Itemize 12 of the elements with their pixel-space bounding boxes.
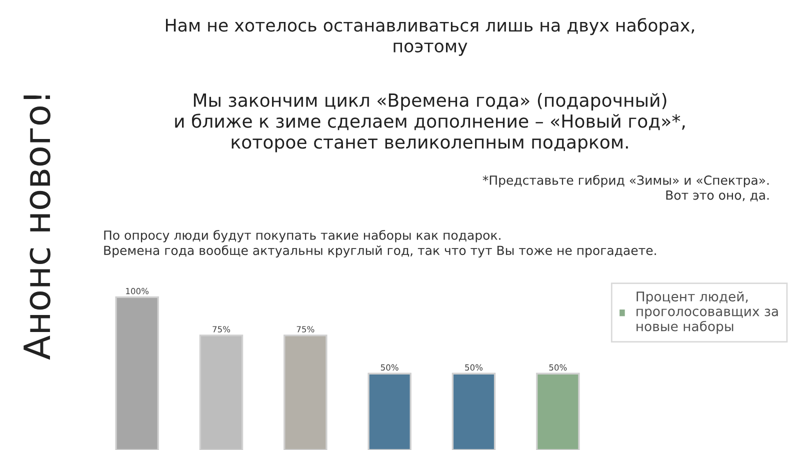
chart-title: Нам не хотелось останавливаться лишь на двух наборах, поэтому [166, 18, 694, 56]
data-label: 100% [126, 288, 149, 294]
text: *Представьте гибрид «Зимы» и «Спектра». Вот это оно, да. [482, 175, 769, 202]
text: Анонс нового! [24, 95, 50, 360]
chart-subtitle: Мы закончим цикл «Времена года» (подарочный) и ближе к зиме сделаем дополнение – «Новый год»*, которое станет великолепным подарком. [175, 93, 685, 152]
text: По опросу люди будут покупать такие наборы как подарок. Времена года вообще актуальны круглый год, так что тут Вы тоже не прогадаете. [104, 230, 656, 258]
data-label: 50% [380, 364, 398, 371]
data-label: 75% [296, 326, 314, 332]
data-label: 75% [212, 326, 230, 332]
data-label: 50% [465, 364, 483, 371]
data-label: 50% [549, 364, 567, 371]
legend-label: Процент людей, проголосовавщих за новые наборы [636, 291, 778, 334]
